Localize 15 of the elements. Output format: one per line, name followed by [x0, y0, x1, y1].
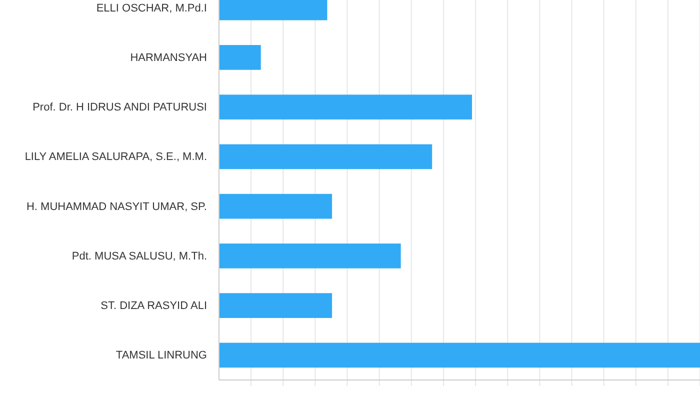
bar — [219, 342, 700, 368]
y-tick-label: HARMANSYAH — [130, 52, 208, 64]
y-tick-label: ST. DIZA RASYID ALI — [100, 300, 207, 312]
y-tick-label: Pdt. MUSA SALUSU, M.Th. — [72, 250, 207, 262]
y-tick-label: ELLI OSCHAR, M.Pd.I — [96, 2, 207, 14]
y-tick-label: LILY AMELIA SALURAPA, S.E., M.M. — [24, 151, 207, 164]
bar — [219, 94, 472, 120]
bar — [219, 244, 401, 268]
bar — [219, 45, 261, 70]
bar — [219, 144, 432, 170]
y-tick-label: TAMSIL LINRUNG — [116, 350, 207, 362]
bar — [219, 293, 332, 318]
y-tick-label: Prof. Dr. H IDRUS ANDI PATURUSI — [32, 102, 207, 114]
y-tick-label: H. MUHAMMAD NASYIT UMAR, SP. — [26, 200, 207, 213]
bar — [219, 194, 332, 219]
